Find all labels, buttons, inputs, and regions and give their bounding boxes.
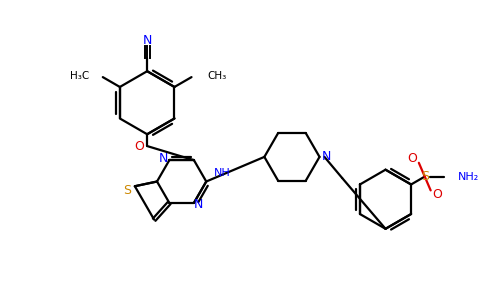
Text: O: O	[407, 152, 417, 165]
Text: N: N	[159, 152, 168, 165]
Text: O: O	[135, 140, 144, 153]
Text: O: O	[433, 188, 442, 201]
Text: H₃C: H₃C	[70, 71, 89, 81]
Text: NH: NH	[213, 168, 230, 178]
Text: CH₃: CH₃	[207, 71, 227, 81]
Text: S: S	[123, 184, 131, 197]
Text: S: S	[421, 170, 429, 183]
Text: NH₂: NH₂	[458, 172, 480, 182]
Text: N: N	[322, 150, 331, 164]
Text: N: N	[194, 198, 204, 211]
Text: N: N	[142, 34, 152, 47]
